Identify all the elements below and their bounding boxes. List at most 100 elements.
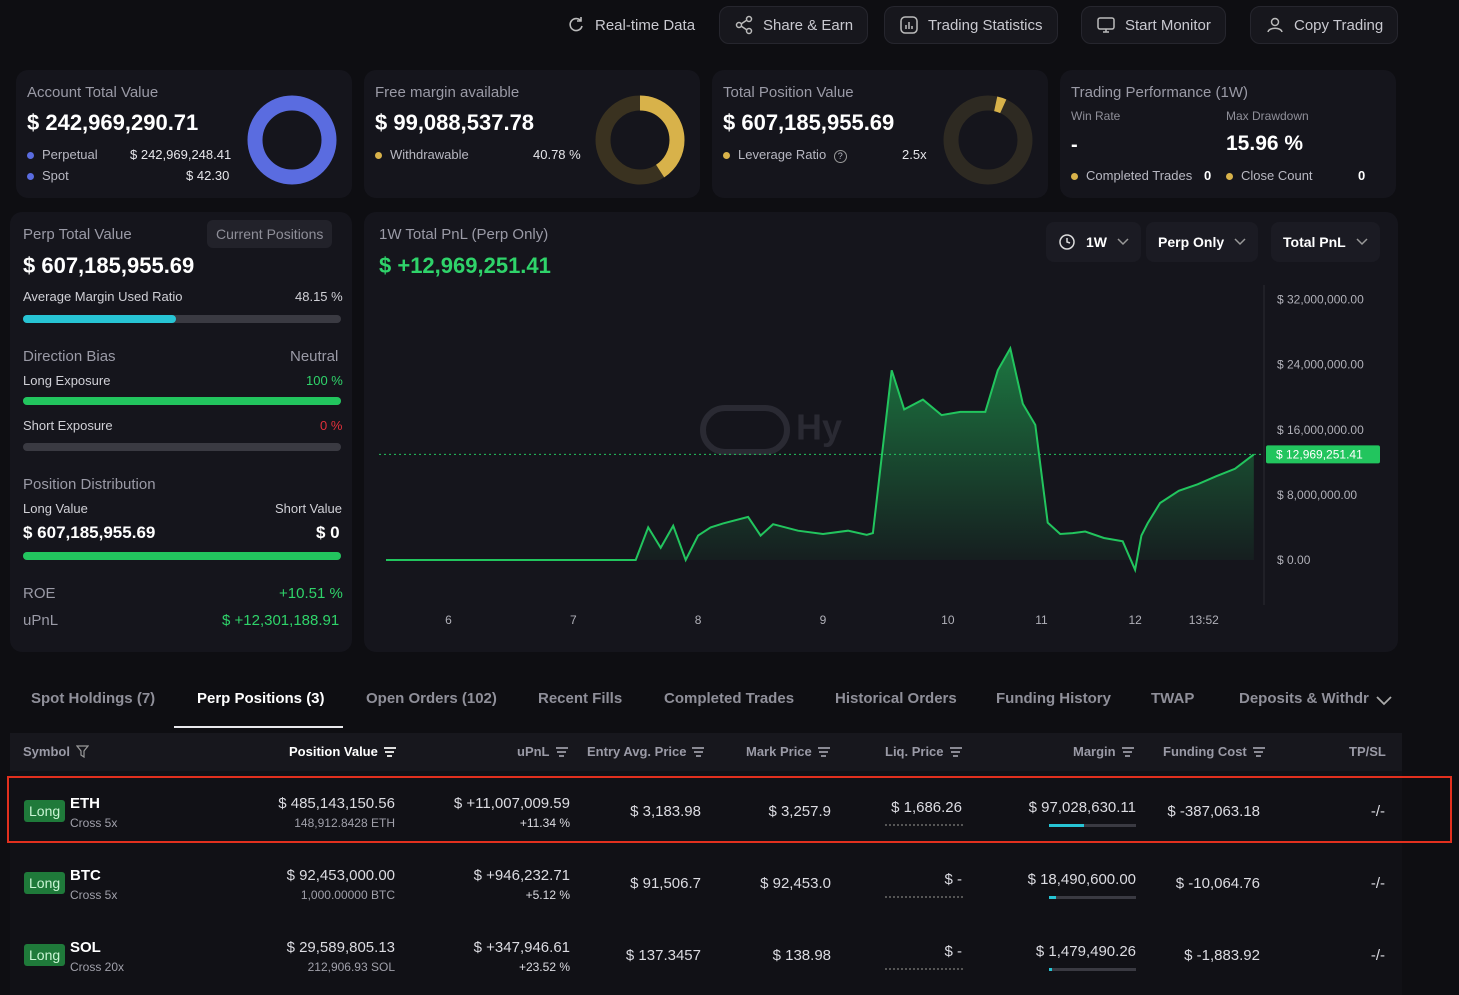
position-qty: 212,906.93 SOL — [307, 960, 395, 974]
tab-2[interactable]: Open Orders (102) — [366, 690, 497, 707]
liq-distance-bar — [885, 968, 963, 970]
distribution-bar — [23, 552, 341, 560]
spot-label: Spot — [42, 168, 69, 183]
col-position-value[interactable]: Position Value — [289, 744, 396, 759]
realtime-data-button[interactable]: Real-time Data — [552, 6, 709, 44]
short-value: $ 0 — [316, 523, 340, 542]
margin-value: $ 97,028,630.11 — [1028, 799, 1136, 816]
tab-3[interactable]: Recent Fills — [538, 690, 623, 707]
account-total-card: Account Total Value $ 242,969,290.71 Per… — [16, 70, 352, 198]
x-tick-label: 13:52 — [1189, 613, 1219, 627]
tab-7[interactable]: TWAP — [1151, 690, 1195, 707]
trading-statistics-label: Trading Statistics — [928, 16, 1043, 34]
sort-icon — [383, 745, 396, 759]
free-margin-title: Free margin available — [375, 84, 520, 101]
scope-dropdown[interactable]: Perp Only — [1146, 222, 1259, 262]
share-earn-button[interactable]: Share & Earn — [719, 6, 869, 44]
tab-5[interactable]: Historical Orders — [835, 690, 957, 707]
account-total-value: $ 242,969,290.71 — [27, 110, 199, 135]
tab-6[interactable]: Funding History — [996, 690, 1111, 707]
account-total-title: Account Total Value — [27, 84, 159, 101]
avg-margin-value: 48.15 % — [295, 289, 343, 304]
help-icon[interactable]: ? — [833, 150, 847, 163]
col-mark-price[interactable]: Mark Price — [746, 744, 830, 759]
position-donut-chart — [943, 95, 1033, 185]
filter-icon[interactable] — [75, 745, 89, 758]
tab-1[interactable]: Perp Positions (3) — [197, 690, 325, 707]
x-tick-label: 7 — [570, 613, 577, 627]
x-tick-label: 9 — [820, 613, 827, 627]
sort-icon — [817, 745, 830, 759]
win-rate-label: Win Rate — [1071, 109, 1121, 123]
entry-price: $ 137.3457 — [625, 947, 701, 964]
trading-statistics-button[interactable]: Trading Statistics — [884, 6, 1058, 44]
chevron-down-icon — [1117, 238, 1129, 246]
max-drawdown-value: 15.96 % — [1226, 132, 1304, 155]
tab-8[interactable]: Deposits & Withdr — [1239, 690, 1369, 707]
margin-mode: Cross 5x — [70, 816, 118, 830]
tpsl-value[interactable]: -/- — [1370, 947, 1385, 964]
tpsl-value[interactable]: -/- — [1370, 875, 1385, 892]
liq-price: $ - — [944, 943, 962, 960]
upnl-pct: +5.12 % — [525, 888, 570, 902]
current-positions-button[interactable]: Current Positions — [207, 220, 333, 248]
metric-dropdown[interactable]: Total PnL — [1271, 222, 1380, 262]
col-tpsl-label: TP/SL — [1349, 744, 1386, 759]
avg-margin-bar — [23, 315, 341, 323]
y-tick-label: $ 16,000,000.00 — [1277, 423, 1364, 437]
symbol-name[interactable]: ETH — [70, 795, 100, 812]
margin-value: $ 18,490,600.00 — [1027, 871, 1136, 888]
col-upnl[interactable]: uPnL — [517, 744, 568, 759]
pnl-area-fill — [386, 348, 1254, 570]
tabs-more-chevron-icon[interactable] — [1376, 696, 1392, 706]
side-badge: Long — [24, 944, 66, 966]
margin-value: $ 1,479,490.26 — [1035, 943, 1136, 960]
upnl-pct: +11.34 % — [519, 816, 570, 830]
tab-4[interactable]: Completed Trades — [664, 690, 795, 707]
tpsl-value[interactable]: -/- — [1370, 803, 1385, 820]
perp-total-value: $ 607,185,955.69 — [23, 253, 195, 278]
upnl-value: $ +347,946.61 — [473, 939, 570, 956]
tab-0[interactable]: Spot Holdings (7) — [31, 690, 156, 707]
chevron-down-icon — [1356, 238, 1368, 246]
pnl-area-chart: $ 32,000,000.00 $ 24,000,000.00 $ 16,000,0… — [379, 285, 1380, 627]
col-funding-cost-label: Funding Cost — [1163, 744, 1247, 759]
liq-price: $ 1,686.26 — [891, 799, 962, 816]
margin-bar — [1049, 824, 1136, 827]
mark-price: $ 138.98 — [772, 947, 831, 964]
symbol-name[interactable]: BTC — [70, 867, 101, 884]
perp-total-title: Perp Total Value — [23, 226, 132, 243]
y-tick-label: $ 24,000,000.00 — [1277, 358, 1364, 372]
symbol-name[interactable]: SOL — [70, 939, 101, 956]
side-badge: Long — [24, 800, 66, 822]
margin-bar-fill — [1049, 824, 1084, 827]
pnl-chart-value: $ +12,969,251.41 — [379, 253, 551, 278]
pnl-line — [386, 345, 1255, 574]
mark-price: $ 3,257.9 — [768, 803, 831, 820]
col-entry-price[interactable]: Entry Avg. Price — [587, 744, 705, 759]
copy-trading-button[interactable]: Copy Trading — [1250, 6, 1399, 44]
start-monitor-label: Start Monitor — [1125, 16, 1211, 34]
short-exposure-bar — [23, 443, 341, 451]
active-tab-indicator — [174, 726, 343, 728]
max-drawdown-label: Max Drawdown — [1226, 109, 1309, 123]
col-entry-price-label: Entry Avg. Price — [587, 744, 687, 759]
free-margin-card: Free margin available $ 99,088,537.78 Wi… — [364, 70, 700, 198]
realtime-data-label: Real-time Data — [595, 16, 696, 34]
range-dropdown[interactable]: 1W — [1046, 222, 1141, 262]
long-value: $ 607,185,955.69 — [23, 523, 156, 542]
start-monitor-button[interactable]: Start Monitor — [1081, 6, 1226, 44]
entry-price: $ 91,506.7 — [630, 875, 701, 892]
sort-icon — [1121, 745, 1134, 759]
share-icon — [735, 15, 753, 35]
leverage-value: 2.5x — [902, 147, 927, 162]
upnl-pct: +23.52 % — [518, 960, 570, 974]
col-symbol[interactable]: Symbol — [23, 744, 89, 759]
col-funding-cost[interactable]: Funding Cost — [1163, 744, 1265, 759]
col-liq-price[interactable]: Liq. Price — [885, 744, 962, 759]
col-margin[interactable]: Margin — [1073, 744, 1134, 759]
sort-icon — [1252, 745, 1265, 759]
total-position-title: Total Position Value — [723, 84, 854, 101]
margin-bar — [1049, 968, 1136, 971]
avg-margin-bar-fill — [23, 315, 177, 323]
